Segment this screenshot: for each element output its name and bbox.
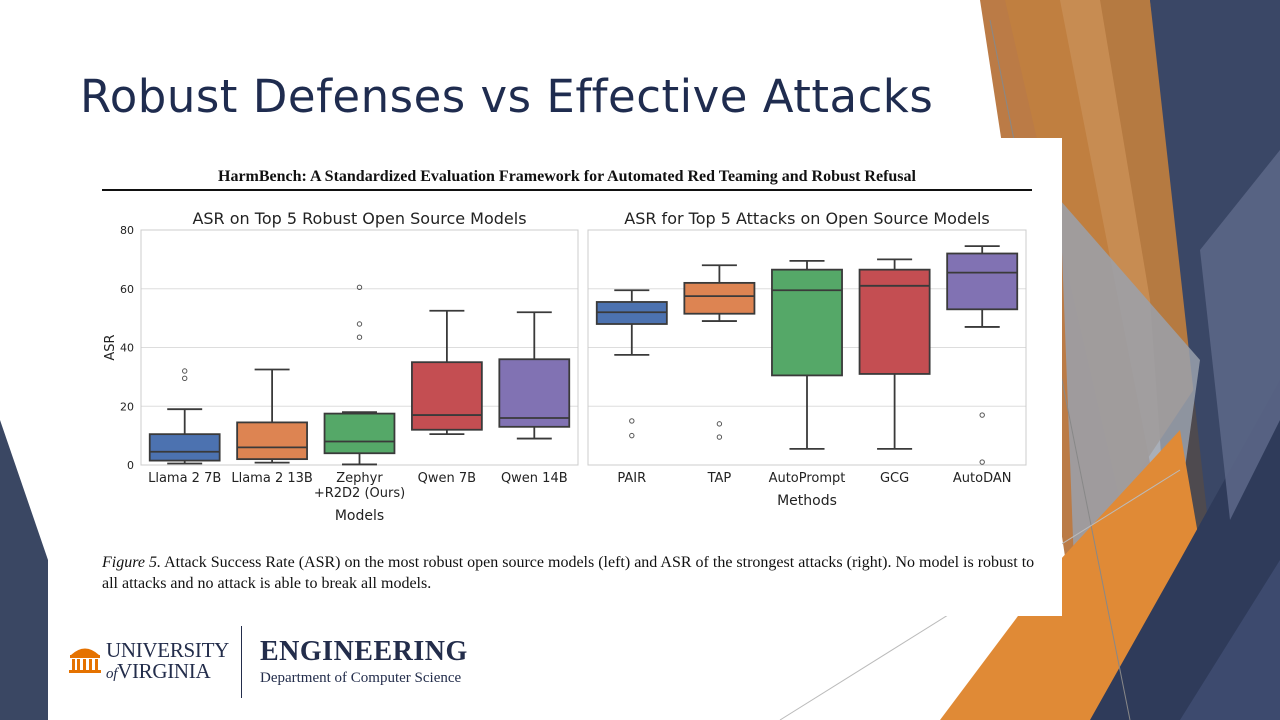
uva-line1: UNIVERSITY — [106, 638, 229, 662]
y-tick-label: 20 — [120, 400, 134, 413]
uva-of: of — [106, 666, 118, 682]
slide-title: Robust Defenses vs Effective Attacks — [80, 70, 934, 123]
uva-wordmark: UNIVERSITY ofVIRGINIA — [106, 640, 229, 685]
chart-title: ASR on Top 5 Robust Open Source Models — [192, 209, 526, 228]
plot-frame — [587, 229, 1027, 466]
x-tick-label: AutoDAN — [953, 471, 1012, 486]
x-tick-label: PAIR — [617, 471, 646, 486]
figure-panel: HarmBench: A Standardized Evaluation Fra… — [84, 138, 1062, 616]
x-tick-label: AutoPrompt — [769, 471, 846, 486]
x-tick-label: Llama 2 7B — [148, 471, 221, 486]
outlier-point — [356, 284, 363, 290]
box-tap — [683, 281, 756, 315]
uva-line2: ofVIRGINIA — [106, 661, 229, 685]
box-llama-2-13b — [236, 421, 308, 461]
x-axis-label: Models — [335, 508, 384, 524]
box-gcg — [858, 268, 931, 375]
x-tick-label: Llama 2 13B — [231, 471, 312, 486]
y-tick-label: 0 — [127, 459, 134, 472]
outlier-point — [716, 421, 723, 427]
caption-label: Figure 5. — [102, 554, 161, 571]
outlier-point — [182, 368, 188, 374]
outlier-point — [356, 334, 363, 340]
outlier-point — [356, 321, 363, 327]
logo-divider — [241, 626, 242, 698]
y-axis-label: ASR — [103, 334, 118, 360]
header-rule — [102, 189, 1032, 191]
caption-text: Attack Success Rate (ASR) on the most ro… — [102, 554, 1035, 592]
y-tick-label: 60 — [120, 283, 134, 296]
x-tick-label: Zephyr — [336, 471, 383, 486]
outlier-point — [979, 459, 985, 465]
x-tick-label: GCG — [880, 471, 909, 486]
y-tick-label: 40 — [120, 342, 134, 355]
box-qwen-14b — [498, 358, 571, 428]
outlier-point — [716, 434, 723, 440]
box-autodan — [946, 252, 1019, 311]
box-llama-2-7b — [148, 433, 221, 462]
box-autoprompt — [771, 268, 843, 377]
x-tick-label: +R2D2 (Ours) — [314, 486, 405, 501]
outlier-point — [182, 375, 188, 382]
rotunda-logo-icon — [69, 648, 101, 673]
x-tick-label: TAP — [707, 471, 732, 486]
y-tick-label: 80 — [120, 224, 134, 237]
paper-header: HarmBench: A Standardized Evaluation Fra… — [218, 168, 916, 185]
uva-virginia: VIRGINIA — [117, 659, 211, 683]
outlier-point — [979, 412, 985, 418]
chart-title: ASR for Top 5 Attacks on Open Source Mod… — [624, 209, 990, 228]
x-axis-label: Methods — [777, 493, 837, 509]
outlier-point — [629, 432, 635, 439]
box-qwen-7b — [411, 361, 483, 431]
figure-caption: Figure 5. Attack Success Rate (ASR) on t… — [102, 552, 1042, 594]
x-tick-label: Qwen 14B — [501, 471, 568, 486]
logo-area: UNIVERSITY ofVIRGINIA ENGINEERING Depart… — [66, 620, 506, 704]
department-name: Department of Computer Science — [260, 670, 462, 686]
x-tick-label: Qwen 7B — [418, 471, 476, 486]
box-plot-figure: ASR on Top 5 Robust Open Source Models 0 2… — [103, 209, 1027, 524]
engineering-wordmark: ENGINEERING — [260, 636, 468, 667]
outlier-point — [629, 418, 635, 424]
box-zephyr-r2d2-ours- — [323, 412, 396, 455]
